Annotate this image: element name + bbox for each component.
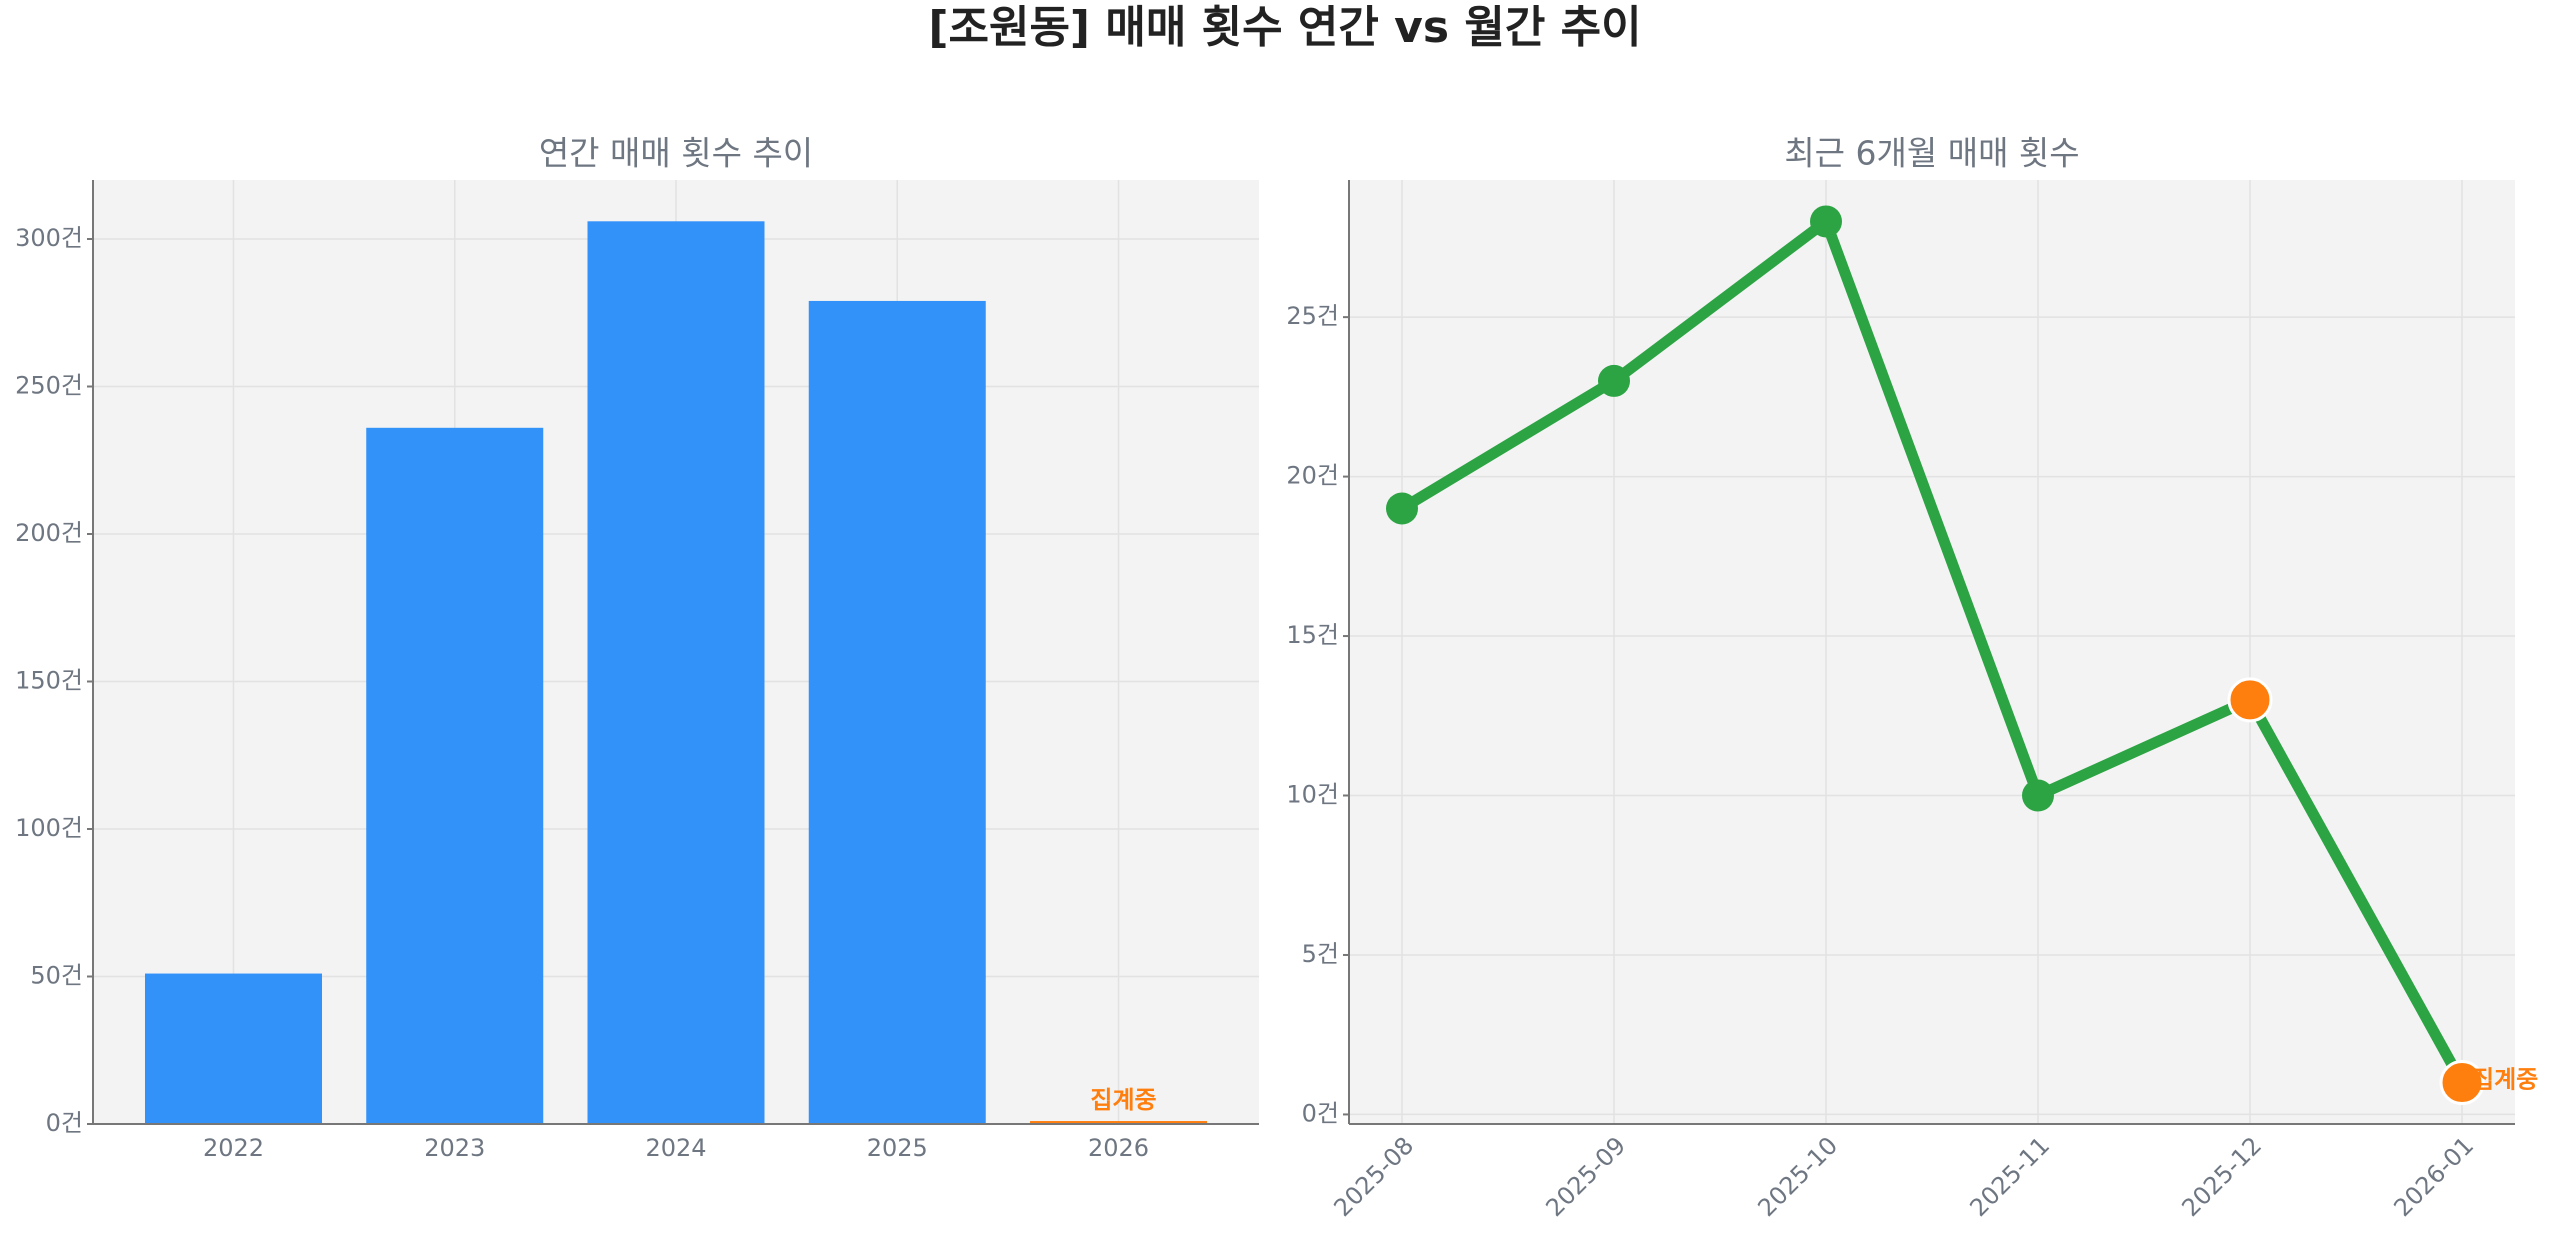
y-tick-label: 50건 bbox=[30, 962, 83, 990]
point bbox=[1598, 364, 1630, 397]
point bbox=[2227, 677, 2273, 723]
y-tick-label: 300건 bbox=[15, 224, 83, 252]
point bbox=[2022, 779, 2054, 812]
plot-area bbox=[1349, 180, 2515, 1124]
y-tick-label: 10건 bbox=[1286, 781, 1339, 809]
bar bbox=[587, 221, 765, 1125]
x-tick-label: 2024 bbox=[645, 1134, 706, 1162]
chart-title: 연간 매매 횟수 추이 bbox=[539, 134, 813, 173]
y-tick-label: 20건 bbox=[1286, 462, 1339, 490]
bar bbox=[144, 973, 322, 1124]
y-tick-label: 200건 bbox=[15, 519, 83, 547]
y-tick-label: 0건 bbox=[46, 1109, 83, 1137]
chart-title: 최근 6개월 매매 횟수 bbox=[1784, 134, 2079, 173]
annotation: 집계중 bbox=[1090, 1086, 1156, 1114]
y-tick-label: 5건 bbox=[1302, 940, 1339, 968]
y-tick-label: 25건 bbox=[1286, 302, 1339, 330]
y-tick-label: 150건 bbox=[15, 667, 83, 695]
annotation: 집계중 bbox=[2472, 1066, 2538, 1094]
y-tick-label: 15건 bbox=[1286, 621, 1339, 649]
y-tick-label: 100건 bbox=[15, 814, 83, 842]
line bbox=[1399, 215, 2467, 1086]
figure-title: [조원동] 매매 횟수 연간 vs 월간 추이 bbox=[928, 2, 1641, 53]
y-tick-label: 0건 bbox=[1302, 1099, 1339, 1127]
point bbox=[1810, 205, 1842, 238]
bar bbox=[1030, 1121, 1208, 1124]
point bbox=[1386, 492, 1418, 525]
x-tick-label: 2025 bbox=[867, 1134, 928, 1162]
x-tick-label: 2026 bbox=[1088, 1134, 1149, 1162]
bar bbox=[808, 300, 986, 1124]
x-tick-label: 2023 bbox=[424, 1134, 485, 1162]
y-tick-label: 250건 bbox=[15, 372, 83, 400]
point bbox=[2439, 1060, 2485, 1106]
x-tick-label: 2022 bbox=[203, 1134, 264, 1162]
bar bbox=[366, 427, 544, 1124]
